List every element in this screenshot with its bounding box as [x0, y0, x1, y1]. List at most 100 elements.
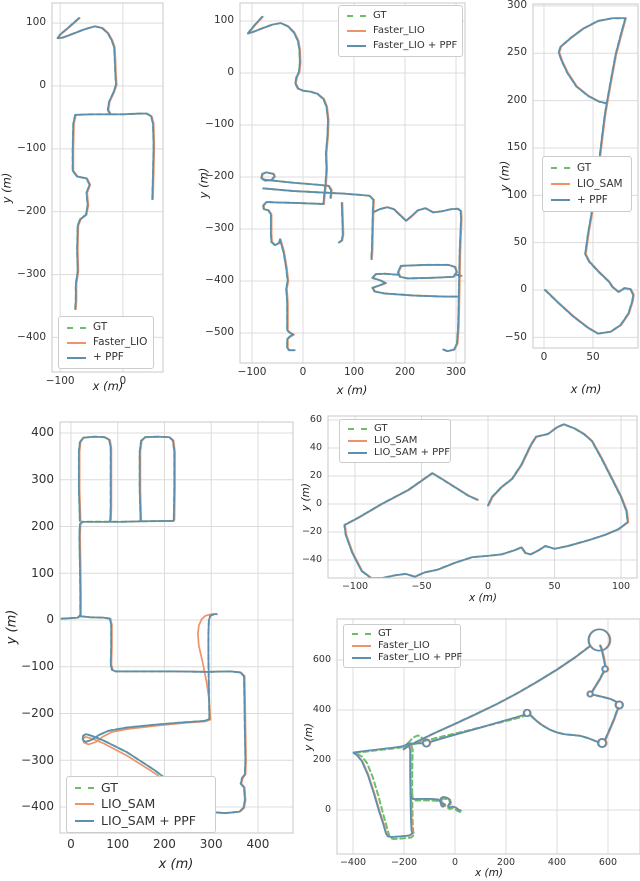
legend: GT Faster_LIO Faster_LIO + PPF [343, 624, 462, 668]
legend-label: LIO_SAM + PPF [101, 812, 196, 828]
legend-label: GT [373, 10, 387, 22]
legend-entry: GT [551, 163, 623, 174]
x-tick-label: 0 [451, 857, 459, 868]
x-axis-label: x (m) [475, 867, 503, 879]
trajectory-path-ppf [604, 707, 620, 741]
legend-line-swatch [352, 657, 371, 659]
legend-entry: + PPF [551, 195, 623, 206]
legend-line-swatch [67, 356, 86, 359]
y-tick-label: 600 [312, 653, 331, 665]
legend-label: GT [101, 779, 118, 795]
x-tick-label: 200 [394, 366, 416, 378]
legend-label: GT [93, 321, 108, 334]
x-axis-label: x (m) [336, 383, 368, 397]
loop-closure-circle [522, 708, 532, 718]
trajectory-path-ppf [406, 742, 412, 794]
plot-border [327, 415, 638, 579]
legend-entry: GT [67, 322, 145, 333]
trajectory-path-ppf [337, 202, 344, 244]
y-tick-label: 200 [31, 518, 54, 533]
trajectory-path-method [263, 201, 325, 246]
y-tick-label: 0 [324, 803, 331, 815]
legend-line-swatch [67, 326, 86, 329]
y-tick-label: −200 [205, 170, 234, 183]
loop-closure-circle [596, 738, 607, 748]
y-axis-label: y (m) [299, 483, 312, 511]
legend-label: + PPF [93, 351, 124, 364]
x-axis-label: x (m) [158, 857, 194, 872]
y-tick-label: −200 [17, 204, 46, 217]
y-tick-label: −300 [21, 752, 54, 767]
trajectory-path-ppf [262, 201, 325, 246]
legend-line-swatch [551, 199, 570, 201]
plot-border [336, 618, 640, 855]
trajectory-path-ppf [138, 435, 176, 523]
trajectory-path-ppf [529, 714, 600, 744]
y-tick-label: 150 [506, 141, 527, 154]
y-tick-label: 100 [31, 565, 54, 580]
y-axis-label: y (m) [4, 609, 20, 645]
trajectory-path-gt [409, 743, 414, 795]
legend-label: LIO_SAM [101, 796, 156, 812]
x-tick-label: 100 [106, 837, 130, 851]
legend-entry: GT [352, 629, 452, 639]
trajectory-path-gt [56, 17, 155, 201]
legend-entry: Faster_LIO + PPF [352, 653, 462, 663]
loop-closure-circle [586, 690, 594, 698]
x-tick-label: 600 [598, 857, 618, 868]
x-tick-label: 400 [246, 837, 270, 851]
trajectory-path-method [197, 613, 218, 721]
legend-entry: LIO_SAM [551, 179, 623, 190]
trajectory-path-ppf [56, 17, 155, 200]
legend-entry: GT [348, 424, 442, 434]
y-tick-label: −100 [17, 142, 46, 155]
trajectory-path-ppf [409, 791, 462, 812]
y-axis-label: y (m) [196, 167, 211, 199]
legend-label: LIO_SAM + PPF [374, 447, 450, 458]
trajectory-path-ppf [352, 752, 414, 838]
legend-entry: Faster_LIO + PPF [347, 40, 457, 51]
legend-label: GT [577, 161, 592, 174]
y-tick-label: 0 [520, 283, 527, 296]
y-tick-label: 250 [506, 46, 527, 59]
legend-label: GT [374, 423, 388, 434]
legend: GT LIO_SAM + PPF [542, 156, 632, 212]
x-tick-label: −100 [237, 366, 267, 378]
legend-label: LIO_SAM [577, 177, 623, 190]
legend-label: + PPF [577, 193, 608, 206]
y-tick-label: 20 [309, 469, 322, 481]
trajectory-path-ppf [207, 613, 218, 720]
trajectory-path-ppf [247, 15, 329, 205]
legend-label: Faster_LIO [378, 640, 430, 651]
plot-panel-4 [59, 421, 294, 834]
y-tick-label: −100 [21, 659, 54, 674]
y-tick-label: 40 [309, 441, 322, 453]
legend-line-swatch [352, 645, 371, 647]
legend-label: GT [378, 628, 392, 639]
y-tick-label: 300 [31, 472, 54, 487]
plot-panel-1 [51, 2, 164, 373]
trajectory-path-ppf [397, 264, 458, 280]
legend-entry: LIO_SAM [75, 798, 207, 811]
trajectory-path-method [82, 718, 212, 813]
y-tick-label: −40 [301, 553, 322, 565]
y-tick-label: −200 [21, 705, 54, 720]
legend: GT LIO_SAM LIO_SAM + PPF [339, 419, 451, 463]
trajectory-path-method [247, 15, 330, 205]
trajectory-path-ppf [352, 743, 408, 754]
legend-line-swatch [67, 341, 86, 344]
legend-line-swatch [551, 183, 570, 185]
loop-closure-circle [614, 700, 624, 710]
trajectory-path-ppf [71, 113, 112, 310]
y-tick-label: 400 [312, 703, 331, 715]
trajectory-path-ppf [372, 206, 462, 353]
legend-entry: LIO_SAM [348, 436, 442, 446]
y-tick-label: 0 [39, 79, 46, 92]
trajectory-path-ppf [279, 238, 296, 352]
legend-entry: LIO_SAM + PPF [348, 448, 450, 458]
legend-line-swatch [75, 819, 94, 822]
legend-line-swatch [347, 29, 366, 32]
x-tick-label: 200 [153, 837, 176, 851]
